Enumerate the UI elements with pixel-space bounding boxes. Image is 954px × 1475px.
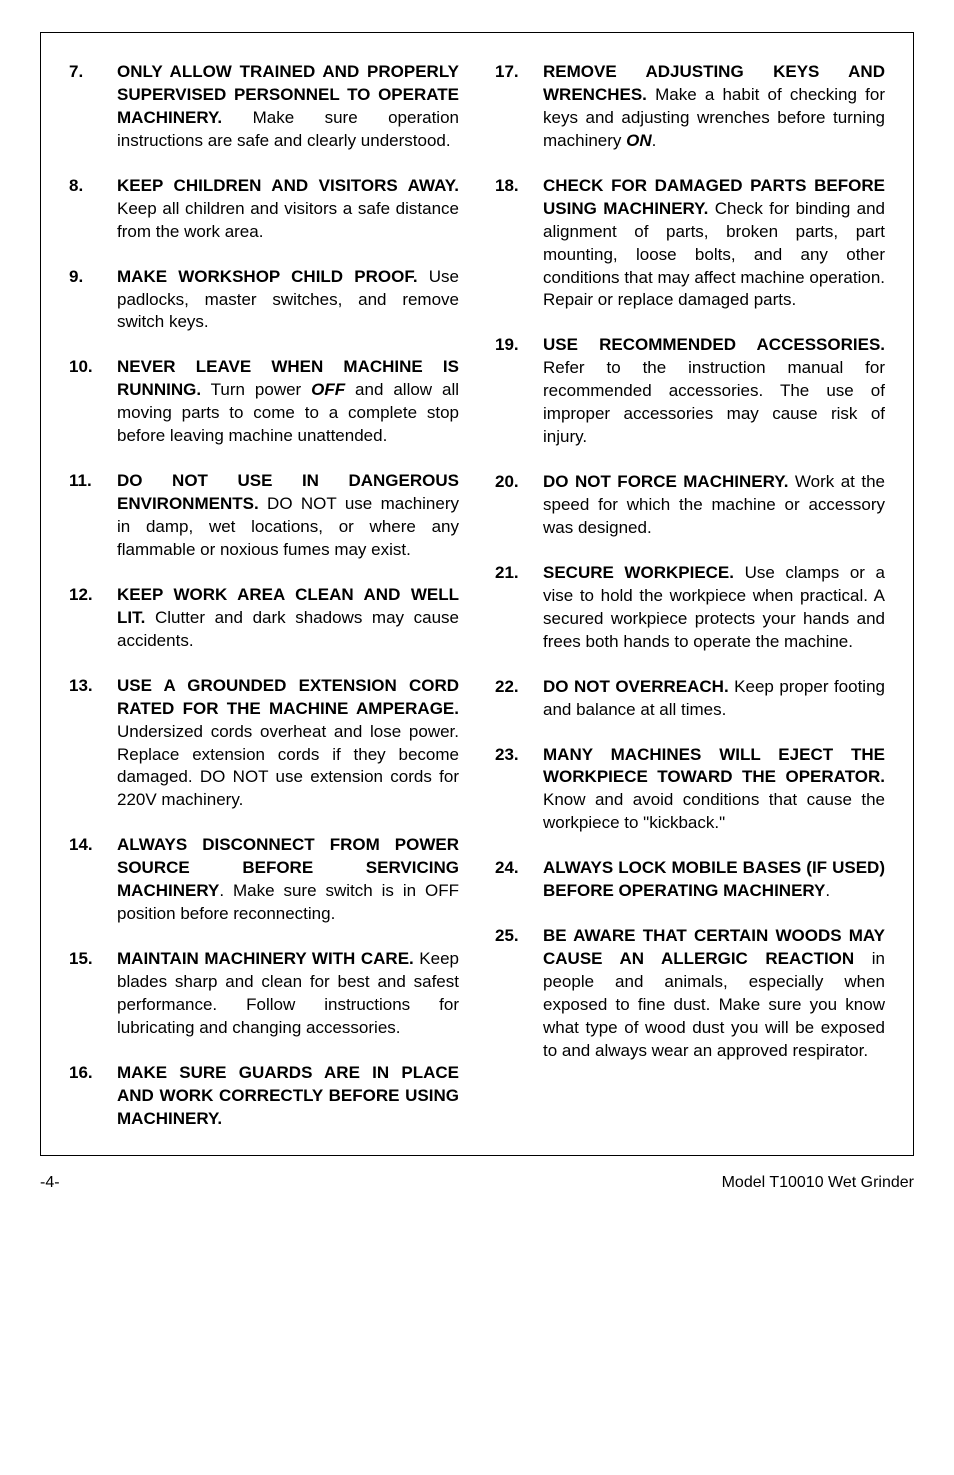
- item-body: KEEP WORK AREA CLEAN AND WELL LIT. Clutt…: [117, 584, 459, 653]
- list-item: 22. DO NOT OVERREACH. Keep proper footin…: [495, 676, 885, 722]
- left-column: 7. ONLY ALLOW TRAINED AND PROPERLY SUPER…: [69, 61, 459, 1131]
- list-item: 12. KEEP WORK AREA CLEAN AND WELL LIT. C…: [69, 584, 459, 653]
- item-number: 10.: [69, 356, 103, 448]
- list-item: 15. MAINTAIN MACHINERY WITH CARE. Keep b…: [69, 948, 459, 1040]
- list-item: 19. USE RECOMMENDED ACCESSORIES. Refer t…: [495, 334, 885, 449]
- item-body: REMOVE ADJUSTING KEYS AND WRENCHES. Make…: [543, 61, 885, 153]
- item-number: 12.: [69, 584, 103, 653]
- item-body: SECURE WORKPIECE. Use clamps or a vise t…: [543, 562, 885, 654]
- item-number: 18.: [495, 175, 529, 313]
- item-number: 20.: [495, 471, 529, 540]
- item-number: 11.: [69, 470, 103, 562]
- item-number: 9.: [69, 266, 103, 335]
- columns: 7. ONLY ALLOW TRAINED AND PROPERLY SUPER…: [69, 61, 885, 1131]
- item-body: ALWAYS DISCONNECT FROM POWER SOURCE BEFO…: [117, 834, 459, 926]
- right-column: 17. REMOVE ADJUSTING KEYS AND WRENCHES. …: [495, 61, 885, 1131]
- item-body: USE RECOMMENDED ACCESSORIES. Refer to th…: [543, 334, 885, 449]
- list-item: 16. MAKE SURE GUARDS ARE IN PLACE AND WO…: [69, 1062, 459, 1131]
- item-body: DO NOT USE IN DANGEROUS ENVIRONMENTS. DO…: [117, 470, 459, 562]
- list-item: 10. NEVER LEAVE WHEN MACHINE IS RUNNING.…: [69, 356, 459, 448]
- list-item: 17. REMOVE ADJUSTING KEYS AND WRENCHES. …: [495, 61, 885, 153]
- item-body: MANY MACHINES WILL EJECT THE WORKPIECE T…: [543, 744, 885, 836]
- item-body: BE AWARE THAT CERTAIN WOODS MAY CAUSE AN…: [543, 925, 885, 1063]
- page-footer: -4- Model T10010 Wet Grinder: [40, 1174, 914, 1192]
- item-body: USE A GROUNDED EXTENSION CORD RATED FOR …: [117, 675, 459, 813]
- item-number: 19.: [495, 334, 529, 449]
- item-body: DO NOT OVERREACH. Keep proper footing an…: [543, 676, 885, 722]
- list-item: 24. ALWAYS LOCK MOBILE BASES (IF USED) B…: [495, 857, 885, 903]
- list-item: 23. MANY MACHINES WILL EJECT THE WORKPIE…: [495, 744, 885, 836]
- item-number: 21.: [495, 562, 529, 654]
- item-number: 23.: [495, 744, 529, 836]
- item-body: MAINTAIN MACHINERY WITH CARE. Keep blade…: [117, 948, 459, 1040]
- list-item: 21. SECURE WORKPIECE. Use clamps or a vi…: [495, 562, 885, 654]
- list-item: 18. CHECK FOR DAMAGED PARTS BEFORE USING…: [495, 175, 885, 313]
- list-item: 13. USE A GROUNDED EXTENSION CORD RATED …: [69, 675, 459, 813]
- model-label: Model T10010 Wet Grinder: [722, 1174, 914, 1192]
- page-number: -4-: [40, 1174, 60, 1192]
- list-item: 8. KEEP CHILDREN AND VISITORS AWAY. Keep…: [69, 175, 459, 244]
- list-item: 20. DO NOT FORCE MACHINERY. Work at the …: [495, 471, 885, 540]
- item-number: 25.: [495, 925, 529, 1063]
- item-body: KEEP CHILDREN AND VISITORS AWAY. Keep al…: [117, 175, 459, 244]
- item-body: MAKE SURE GUARDS ARE IN PLACE AND WORK C…: [117, 1062, 459, 1131]
- list-item: 7. ONLY ALLOW TRAINED AND PROPERLY SUPER…: [69, 61, 459, 153]
- item-number: 24.: [495, 857, 529, 903]
- list-item: 11. DO NOT USE IN DANGEROUS ENVIRONMENTS…: [69, 470, 459, 562]
- item-number: 16.: [69, 1062, 103, 1131]
- item-body: NEVER LEAVE WHEN MACHINE IS RUNNING. Tur…: [117, 356, 459, 448]
- item-body: DO NOT FORCE MACHINERY. Work at the spee…: [543, 471, 885, 540]
- item-number: 15.: [69, 948, 103, 1040]
- item-body: MAKE WORKSHOP CHILD PROOF. Use padlocks,…: [117, 266, 459, 335]
- list-item: 9. MAKE WORKSHOP CHILD PROOF. Use padloc…: [69, 266, 459, 335]
- page-border: 7. ONLY ALLOW TRAINED AND PROPERLY SUPER…: [40, 32, 914, 1156]
- item-number: 14.: [69, 834, 103, 926]
- list-item: 25. BE AWARE THAT CERTAIN WOODS MAY CAUS…: [495, 925, 885, 1063]
- item-number: 13.: [69, 675, 103, 813]
- item-number: 22.: [495, 676, 529, 722]
- item-body: ONLY ALLOW TRAINED AND PROPERLY SUPERVIS…: [117, 61, 459, 153]
- item-number: 7.: [69, 61, 103, 153]
- item-body: ALWAYS LOCK MOBILE BASES (IF USED) BEFOR…: [543, 857, 885, 903]
- item-number: 8.: [69, 175, 103, 244]
- list-item: 14. ALWAYS DISCONNECT FROM POWER SOURCE …: [69, 834, 459, 926]
- item-number: 17.: [495, 61, 529, 153]
- item-body: CHECK FOR DAMAGED PARTS BEFORE USING MAC…: [543, 175, 885, 313]
